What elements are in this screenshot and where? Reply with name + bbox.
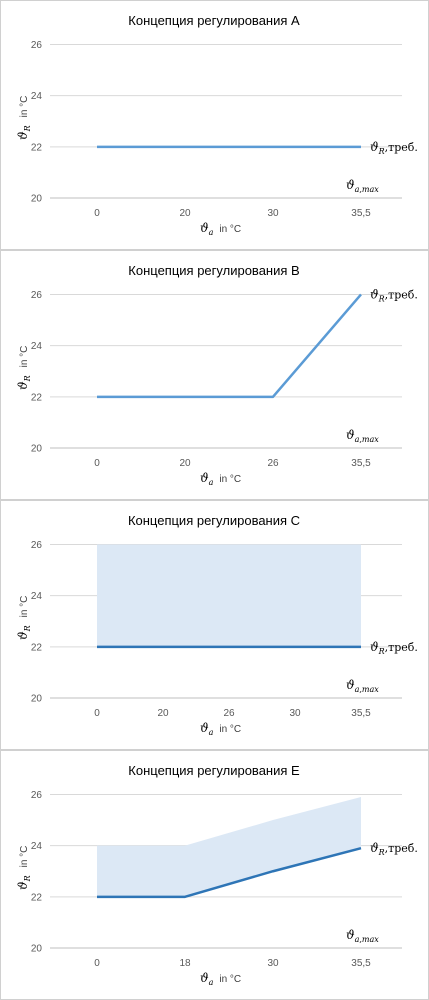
chart-panel-4: Концепция регулирования E 20 22 24 26 0 18 30 35… <box>0 750 429 1000</box>
y-tick-label: 26 <box>31 540 43 551</box>
x-tick-label: 26 <box>267 458 279 469</box>
x-tick-label: 20 <box>157 708 169 719</box>
x-axis-title: ϑa in °C <box>200 971 241 987</box>
series-line <box>97 293 362 399</box>
x-tick-label: 0 <box>94 208 100 219</box>
y-tick-label: 20 <box>31 694 43 705</box>
line-end-label: ϑR,треб. <box>370 841 418 857</box>
x-axis-title: ϑa in °C <box>200 471 241 487</box>
x-tick-label: 0 <box>94 958 100 969</box>
x-tick-label: 20 <box>179 208 191 219</box>
series-line <box>97 846 362 899</box>
y-tick-label: 24 <box>31 91 43 102</box>
chart-svg: Концепция регулирования E 20 22 24 26 0 18 30 35… <box>0 750 429 1000</box>
chart-title: Концепция регулирования B <box>128 263 299 278</box>
y-tick-label: 22 <box>31 142 43 153</box>
y-axis-title: ϑRin °C <box>16 846 32 890</box>
x-tick-label: 35,5 <box>351 458 371 469</box>
line-end-label: ϑR,треб. <box>370 140 418 156</box>
x-max-label: ϑa,max <box>346 428 379 444</box>
chart-title: Концепция регулирования A <box>128 13 300 28</box>
x-tick-label: 30 <box>289 708 301 719</box>
x-axis-title: ϑa in °C <box>200 221 241 237</box>
line-end-label: ϑR,треб. <box>370 287 418 303</box>
chart-title: Концепция регулирования C <box>128 513 300 528</box>
y-tick-label: 22 <box>31 642 43 653</box>
x-tick-label: 0 <box>94 458 100 469</box>
x-tick-label: 35,5 <box>351 708 371 719</box>
x-tick-label: 18 <box>179 958 191 969</box>
chart-panel-2: Концепция регулирования B 20 22 24 26 0 20 26 35… <box>0 250 429 500</box>
y-axis-title: ϑRin °C <box>16 96 32 140</box>
y-tick-label: 24 <box>31 341 43 352</box>
chart-svg: Концепция регулирования C 20 22 24 26 0 20 26 30… <box>0 500 429 750</box>
y-tick-label: 20 <box>31 944 43 955</box>
y-tick-label: 20 <box>31 444 43 455</box>
y-tick-label: 22 <box>31 392 43 403</box>
x-tick-label: 20 <box>179 458 191 469</box>
x-tick-label: 0 <box>94 708 100 719</box>
tolerance-band <box>97 544 361 647</box>
x-max-label: ϑa,max <box>346 678 379 694</box>
y-tick-label: 24 <box>31 841 43 852</box>
chart-svg: Концепция регулирования B 20 22 24 26 0 20 26 35… <box>0 250 429 500</box>
chart-panel-1: Концепция регулирования A 20 22 24 26 0 20 30 35… <box>0 0 429 250</box>
chart-title: Концепция регулирования E <box>128 763 300 778</box>
chart-svg: Концепция регулирования A 20 22 24 26 0 20 30 35… <box>0 0 429 250</box>
y-tick-label: 22 <box>31 892 43 903</box>
x-tick-label: 26 <box>223 708 235 719</box>
y-tick-label: 24 <box>31 591 43 602</box>
y-tick-label: 26 <box>31 40 43 51</box>
y-tick-label: 20 <box>31 194 43 205</box>
chart-panel-3: Концепция регулирования C 20 22 24 26 0 20 26 30… <box>0 500 429 750</box>
x-tick-label: 30 <box>267 958 279 969</box>
x-max-label: ϑa,max <box>346 178 379 194</box>
x-max-label: ϑa,max <box>346 928 379 944</box>
line-end-label: ϑR,треб. <box>370 640 418 656</box>
x-axis-title: ϑa in °C <box>200 721 241 737</box>
y-tick-label: 26 <box>31 290 43 301</box>
x-tick-label: 30 <box>267 208 279 219</box>
x-tick-label: 35,5 <box>351 958 371 969</box>
x-tick-label: 35,5 <box>351 208 371 219</box>
tolerance-band <box>97 797 361 897</box>
y-axis-title: ϑRin °C <box>16 346 32 390</box>
y-tick-label: 26 <box>31 790 43 801</box>
y-axis-title: ϑRin °C <box>16 596 32 640</box>
